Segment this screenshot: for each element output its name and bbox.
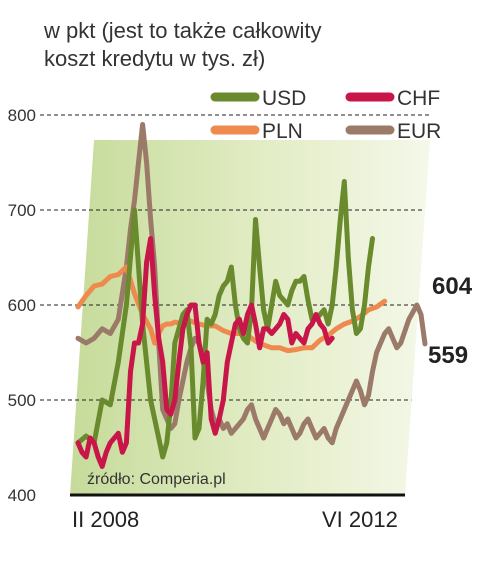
y-tick-label-500: 500 xyxy=(8,391,36,410)
y-tick-label-800: 800 xyxy=(8,106,36,125)
legend-label-usd: USD xyxy=(262,87,306,110)
source-note: źródło: Comperia.pl xyxy=(87,471,226,488)
series-line-chf xyxy=(75,236,335,469)
series-line-pln xyxy=(75,264,388,354)
end-value-label-559: 559 xyxy=(428,342,468,369)
series-lines xyxy=(75,122,428,469)
series-line-usd xyxy=(75,179,375,460)
end-value-label-604: 604 xyxy=(432,273,473,300)
y-tick-label-700: 700 xyxy=(8,201,36,220)
chart-title-line-2: koszt kredytu w tys. zł) xyxy=(44,46,265,71)
legend-label-pln: PLN xyxy=(262,120,303,143)
legend-label-eur: EUR xyxy=(397,120,441,143)
legend: USD CHF PLN EUR xyxy=(210,87,441,143)
y-tick-label-600: 600 xyxy=(8,296,36,315)
x-end-label: VI 2012 xyxy=(322,507,398,532)
y-axis-ticks: 400 500 600 700 800 xyxy=(8,106,36,505)
y-tick-label-400: 400 xyxy=(8,486,36,505)
chart-title-line-1: w pkt (jest to także całkowity xyxy=(43,18,322,43)
x-start-label: II 2008 xyxy=(72,507,139,532)
legend-label-chf: CHF xyxy=(397,87,440,110)
